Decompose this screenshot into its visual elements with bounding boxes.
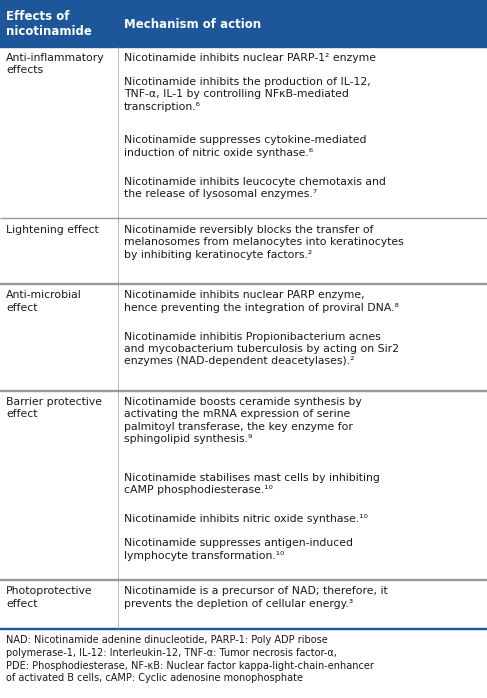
Text: Nicotinamide boosts ceramide synthesis by
activating the mRNA expression of seri: Nicotinamide boosts ceramide synthesis b… [124,397,362,444]
Text: Nicotinamide is a precursor of NAD; therefore, it
prevents the depletion of cell: Nicotinamide is a precursor of NAD; ther… [124,586,388,609]
Text: Mechanism of action: Mechanism of action [124,17,261,31]
Text: Nicotinamide inhibits nuclear PARP-1² enzyme: Nicotinamide inhibits nuclear PARP-1² en… [124,53,376,63]
Text: Nicotinamide reversibly blocks the transfer of
melanosomes from melanocytes into: Nicotinamide reversibly blocks the trans… [124,225,404,260]
Text: Nicotinamide inhibits nitric oxide synthase.¹⁰: Nicotinamide inhibits nitric oxide synth… [124,514,368,524]
Text: Lightening effect: Lightening effect [6,225,99,235]
Text: Anti-inflammatory
effects: Anti-inflammatory effects [6,53,105,75]
Text: Photoprotective
effect: Photoprotective effect [6,586,93,609]
Text: Nicotinamide inhibits the production of IL-12,
TNF-α, IL-1 by controlling NFκB-m: Nicotinamide inhibits the production of … [124,77,371,112]
Text: Nicotinamide inhibits nuclear PARP enzyme,
hence preventing the integration of p: Nicotinamide inhibits nuclear PARP enzym… [124,290,399,313]
Text: Barrier protective
effect: Barrier protective effect [6,397,102,419]
Text: Nicotinamide stabilises mast cells by inhibiting
cAMP phosphodiesterase.¹⁰: Nicotinamide stabilises mast cells by in… [124,473,380,496]
Text: Nicotinamide inhibitis Propionibacterium acnes
and mycobacterium tuberculosis by: Nicotinamide inhibitis Propionibacterium… [124,332,399,366]
Text: Nicotinamide suppresses cytokine-mediated
induction of nitric oxide synthase.⁶: Nicotinamide suppresses cytokine-mediate… [124,135,367,158]
Text: NAD: Nicotinamide adenine dinucleotide, PARP-1: Poly ADP ribose
polymerase-1, IL: NAD: Nicotinamide adenine dinucleotide, … [6,635,374,683]
Text: Nicotinamide inhibits leucocyte chemotaxis and
the release of lysosomal enzymes.: Nicotinamide inhibits leucocyte chemotax… [124,177,386,199]
Text: Nicotinamide suppresses antigen-induced
lymphocyte transformation.¹⁰: Nicotinamide suppresses antigen-induced … [124,538,353,560]
Text: Effects of
nicotinamide: Effects of nicotinamide [6,10,92,38]
Text: Anti-microbial
effect: Anti-microbial effect [6,290,82,313]
